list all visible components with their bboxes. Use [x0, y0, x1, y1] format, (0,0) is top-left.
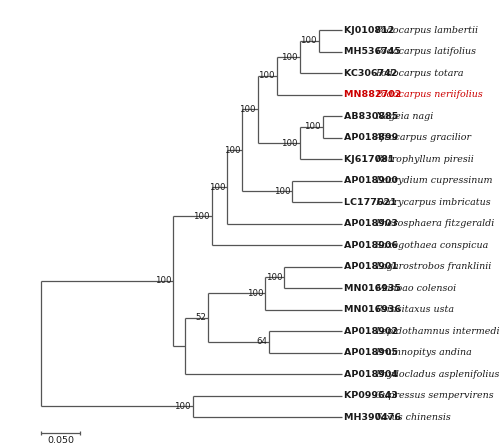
Text: 100: 100 [247, 289, 264, 298]
Text: 100: 100 [239, 105, 256, 114]
Text: Saxegothaea conspicua: Saxegothaea conspicua [375, 241, 488, 250]
Text: Taxus chinensis: Taxus chinensis [375, 412, 451, 422]
Text: 100: 100 [300, 36, 317, 46]
Text: MH536745: MH536745 [344, 47, 404, 56]
Text: MN016935: MN016935 [344, 284, 404, 293]
Text: Nageia nagi: Nageia nagi [375, 112, 434, 120]
Text: Podocarpus neriifolius: Podocarpus neriifolius [375, 90, 483, 99]
Text: 100: 100 [208, 183, 225, 191]
Text: Afrocarpus gracilior: Afrocarpus gracilior [375, 133, 472, 142]
Text: Parasitaxus usta: Parasitaxus usta [375, 305, 454, 314]
Text: MN882702: MN882702 [344, 90, 405, 99]
Text: AP018903: AP018903 [344, 219, 401, 228]
Text: 100: 100 [155, 276, 172, 285]
Text: Retrophyllum piresii: Retrophyllum piresii [375, 155, 474, 163]
Text: AP018904: AP018904 [344, 369, 401, 379]
Text: Dacrydium cupressinum: Dacrydium cupressinum [375, 176, 492, 185]
Text: AP018900: AP018900 [344, 176, 401, 185]
Text: MH390476: MH390476 [344, 412, 404, 422]
Text: AP018901: AP018901 [344, 262, 401, 271]
Text: Lagarostrobos franklinii: Lagarostrobos franklinii [375, 262, 492, 271]
Text: Manoao colensoi: Manoao colensoi [375, 284, 456, 293]
Text: Cupressus sempervirens: Cupressus sempervirens [375, 391, 494, 400]
Text: KJ617081: KJ617081 [344, 155, 398, 163]
Text: AB830885: AB830885 [344, 112, 402, 120]
Text: LC177621: LC177621 [344, 198, 400, 206]
Text: 100: 100 [282, 139, 298, 148]
Text: AP018905: AP018905 [344, 348, 401, 357]
Text: KC306742: KC306742 [344, 69, 401, 78]
Text: Pherosphaera fitzgeraldi: Pherosphaera fitzgeraldi [375, 219, 494, 228]
Text: 100: 100 [282, 53, 298, 62]
Text: 100: 100 [174, 402, 190, 411]
Text: 100: 100 [224, 146, 240, 155]
Text: MN016936: MN016936 [344, 305, 404, 314]
Text: Dacrycarpus imbricatus: Dacrycarpus imbricatus [375, 198, 491, 206]
Text: Podocarpus lambertii: Podocarpus lambertii [375, 26, 478, 35]
Text: Phyllocladus asplenifolius: Phyllocladus asplenifolius [375, 369, 500, 379]
Text: 100: 100 [304, 122, 321, 132]
Text: AP018899: AP018899 [344, 133, 402, 142]
Text: 52: 52 [195, 313, 206, 322]
Text: Lepidothamnus intermedius: Lepidothamnus intermedius [375, 326, 500, 336]
Text: 100: 100 [274, 187, 290, 196]
Text: KJ010812: KJ010812 [344, 26, 398, 35]
Text: Podocarpus latifolius: Podocarpus latifolius [375, 47, 476, 56]
Text: AP018906: AP018906 [344, 241, 401, 250]
Text: 0.050: 0.050 [47, 436, 74, 443]
Text: 100: 100 [194, 212, 210, 221]
Text: Podocarpus totara: Podocarpus totara [375, 69, 464, 78]
Text: 64: 64 [256, 338, 267, 346]
Text: KP099643: KP099643 [344, 391, 401, 400]
Text: 100: 100 [258, 71, 275, 80]
Text: AP018902: AP018902 [344, 326, 401, 336]
Text: 100: 100 [266, 273, 282, 282]
Text: Prumnopitys andina: Prumnopitys andina [375, 348, 472, 357]
